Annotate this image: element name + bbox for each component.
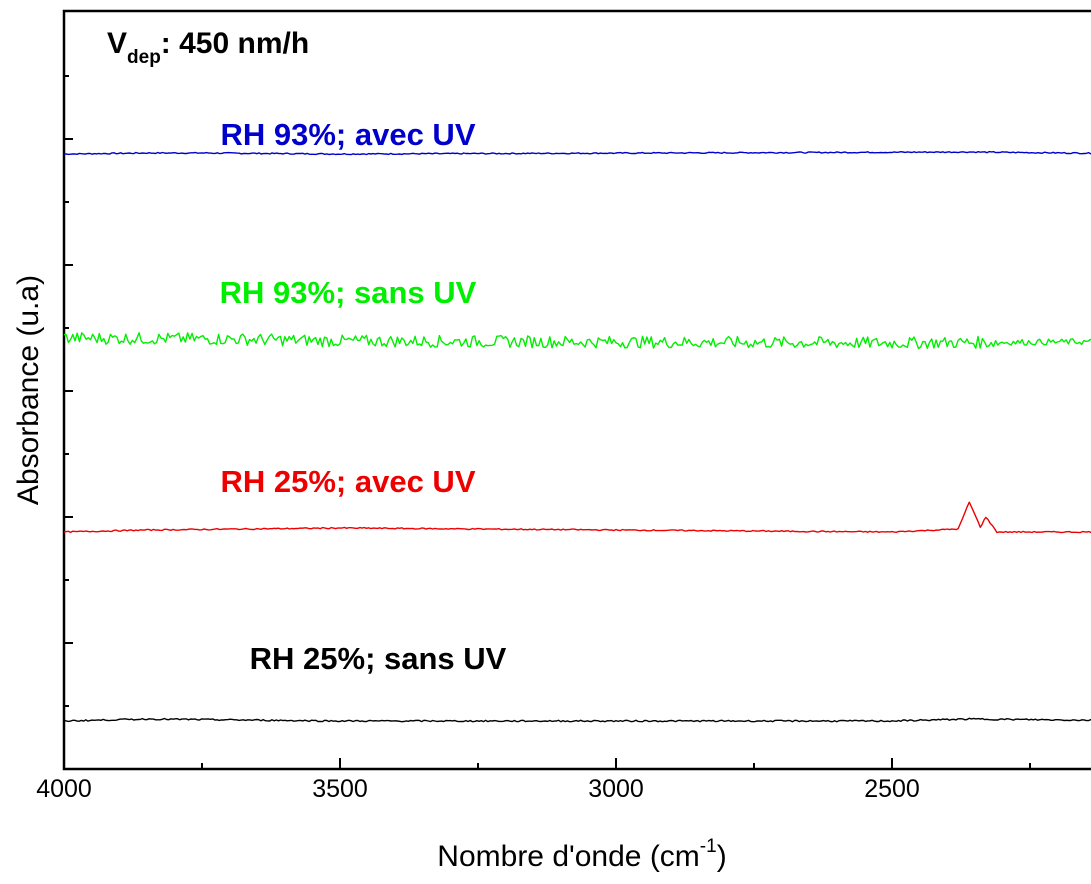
series-label: RH 93%; sans UV xyxy=(220,275,477,310)
x-axis-title: Nombre d'onde (cm-1) xyxy=(437,836,726,873)
annotation-subscript: dep xyxy=(127,47,161,68)
axis-ticks: 4000350030002500200015001000500 xyxy=(36,75,1031,803)
annotation-deposition-rate: Vdep: 450 nm/h xyxy=(107,27,309,68)
y-axis-title: Absorbance (u.a) xyxy=(12,275,45,505)
x-axis-title-superscript: -1 xyxy=(700,836,717,857)
series-line xyxy=(63,501,1091,534)
series-label: RH 25%; sans UV xyxy=(250,641,507,676)
plot-area-frame xyxy=(62,9,1091,771)
series-label: RH 25%; avec UV xyxy=(220,464,475,499)
series-layer xyxy=(63,150,1091,723)
series-line xyxy=(63,150,1091,156)
x-tick-label: 4000 xyxy=(36,775,92,803)
x-axis-title-main: Nombre d'onde (cm xyxy=(437,840,700,873)
x-tick-label: 3000 xyxy=(588,775,644,803)
annotation-main: V xyxy=(107,27,127,60)
labels-layer: RH 93%; avec UV RH 93%; sans UV RH 25%; av… xyxy=(220,117,507,676)
x-tick-label: 3500 xyxy=(312,775,368,803)
series-label: RH 93%; avec UV xyxy=(220,117,475,152)
series-line xyxy=(63,717,1091,723)
series-line xyxy=(64,332,1091,350)
x-tick-label: 2500 xyxy=(864,775,920,803)
x-axis-title-end: ) xyxy=(717,840,727,873)
annotation-rest: : 450 nm/h xyxy=(161,27,309,60)
